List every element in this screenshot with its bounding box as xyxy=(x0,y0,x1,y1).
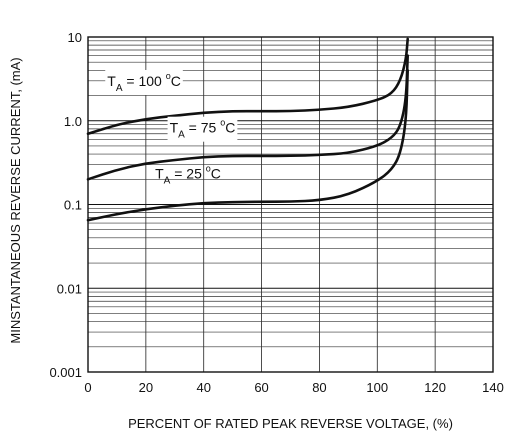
plot-border xyxy=(87,36,494,373)
x-tick-label: 100 xyxy=(366,380,388,395)
series-curve-0 xyxy=(86,37,409,135)
plot-frame xyxy=(87,36,494,373)
y-tick-label: 1.0 xyxy=(64,114,82,129)
y-tick-label: 0.01 xyxy=(57,281,82,296)
y-tick-label: 10 xyxy=(68,30,82,45)
label-subscript: A xyxy=(116,83,123,94)
series-label-2: TA = 25 oC xyxy=(155,163,221,186)
label-unit: C xyxy=(171,73,181,89)
label-superscript: o xyxy=(166,71,171,81)
y-tick-label: 0.001 xyxy=(49,365,82,380)
y-tick-label: 0.1 xyxy=(64,198,82,213)
series-label-0: TA = 100 oC xyxy=(107,71,181,94)
y-axis-label: MINSTANTANEOUS REVERSE CURRENT, (mA) xyxy=(8,57,23,343)
x-axis-label: PERCENT OF RATED PEAK REVERSE VOLTAGE, (… xyxy=(128,416,453,431)
label-background xyxy=(105,69,183,95)
label-base: T xyxy=(107,73,116,89)
x-tick-label: 20 xyxy=(139,380,153,395)
y-tick-labels: 0.001 0.01 0.1 1.0 10 xyxy=(49,30,82,380)
label-text: = 75 xyxy=(185,120,220,136)
label-superscript: o xyxy=(206,163,211,173)
series-curve-2 xyxy=(86,69,409,222)
series-curve-1 xyxy=(86,54,409,181)
label-text: = 100 xyxy=(122,73,165,89)
x-tick-label: 0 xyxy=(84,380,91,395)
x-tick-label: 80 xyxy=(312,380,326,395)
label-subscript: A xyxy=(164,175,171,186)
x-tick-label: 140 xyxy=(482,380,504,395)
x-tick-labels: 0 20 40 60 80 100 120 140 xyxy=(84,380,503,395)
series-label-1: TA = 75 oC xyxy=(170,118,236,141)
x-tick-label: 60 xyxy=(254,380,268,395)
curves xyxy=(86,37,409,222)
label-base: T xyxy=(155,165,164,181)
x-tick-label: 120 xyxy=(424,380,446,395)
label-background xyxy=(167,116,238,142)
label-base: T xyxy=(170,120,179,136)
label-text: = 25 xyxy=(170,165,205,181)
label-superscript: o xyxy=(220,118,225,128)
x-tick-label: 40 xyxy=(196,380,210,395)
label-unit: C xyxy=(211,165,221,181)
label-unit: C xyxy=(225,120,235,136)
label-subscript: A xyxy=(178,130,185,141)
